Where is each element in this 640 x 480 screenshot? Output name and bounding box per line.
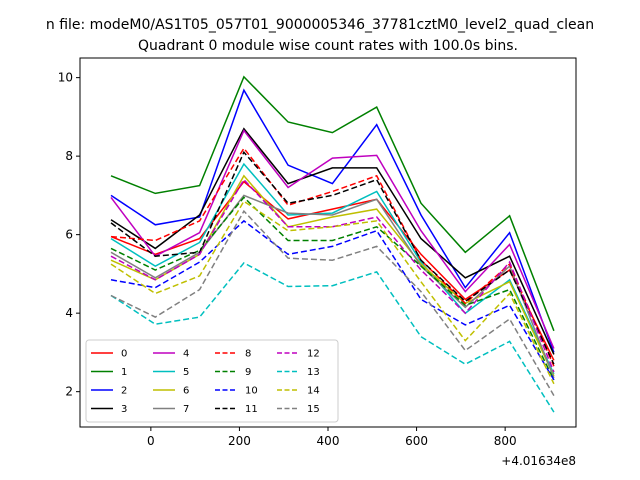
series-line-9 <box>110 196 555 381</box>
series-line-15 <box>110 209 555 396</box>
legend-label-11: 11 <box>245 404 258 415</box>
series-line-13 <box>110 261 555 413</box>
chart-suptitle: n file: modeM0/AS1T05_057T01_9000005346_… <box>46 17 594 33</box>
legend-label-10: 10 <box>245 386 258 397</box>
series-line-7 <box>110 194 555 379</box>
legend-label-15: 15 <box>307 404 320 415</box>
x-tick-label: 600 <box>405 434 428 448</box>
legend-label-4: 4 <box>183 349 189 360</box>
series-line-0 <box>110 180 555 361</box>
chart-title: Quadrant 0 module wise count rates with … <box>138 38 518 54</box>
series-line-4 <box>110 129 555 349</box>
series-line-1 <box>110 75 555 332</box>
x-tick-label: 200 <box>228 434 251 448</box>
series-layer <box>110 75 555 413</box>
series-line-8 <box>110 146 555 367</box>
y-tick-label: 4 <box>65 306 73 320</box>
x-tick-label: 800 <box>494 434 517 448</box>
legend-label-7: 7 <box>183 404 189 415</box>
series-line-11 <box>110 150 555 365</box>
x-tick-label: 400 <box>317 434 340 448</box>
legend-label-14: 14 <box>307 386 320 397</box>
series-line-12 <box>110 178 555 373</box>
legend-label-1: 1 <box>121 367 127 378</box>
x-offset-label: +4.01634e8 <box>501 454 576 468</box>
legend-label-2: 2 <box>121 386 127 397</box>
legend-label-9: 9 <box>245 367 251 378</box>
legend-box <box>85 339 339 423</box>
y-tick-label: 10 <box>58 71 73 85</box>
y-tick-label: 6 <box>65 228 73 242</box>
series-line-3 <box>110 127 555 355</box>
y-tick-label: 8 <box>65 149 73 163</box>
legend-label-13: 13 <box>307 367 320 378</box>
legend-label-8: 8 <box>245 349 251 360</box>
legend-label-3: 3 <box>121 404 127 415</box>
x-tick-label: 0 <box>147 434 155 448</box>
legend-label-6: 6 <box>183 386 189 397</box>
series-line-10 <box>110 219 555 381</box>
legend-label-0: 0 <box>121 349 127 360</box>
series-line-14 <box>110 200 555 385</box>
series-line-2 <box>110 88 555 353</box>
legend-label-5: 5 <box>183 367 189 378</box>
legend-label-12: 12 <box>307 349 320 360</box>
series-line-5 <box>110 162 555 375</box>
plot-border <box>79 57 577 428</box>
y-tick-label: 2 <box>65 385 73 399</box>
